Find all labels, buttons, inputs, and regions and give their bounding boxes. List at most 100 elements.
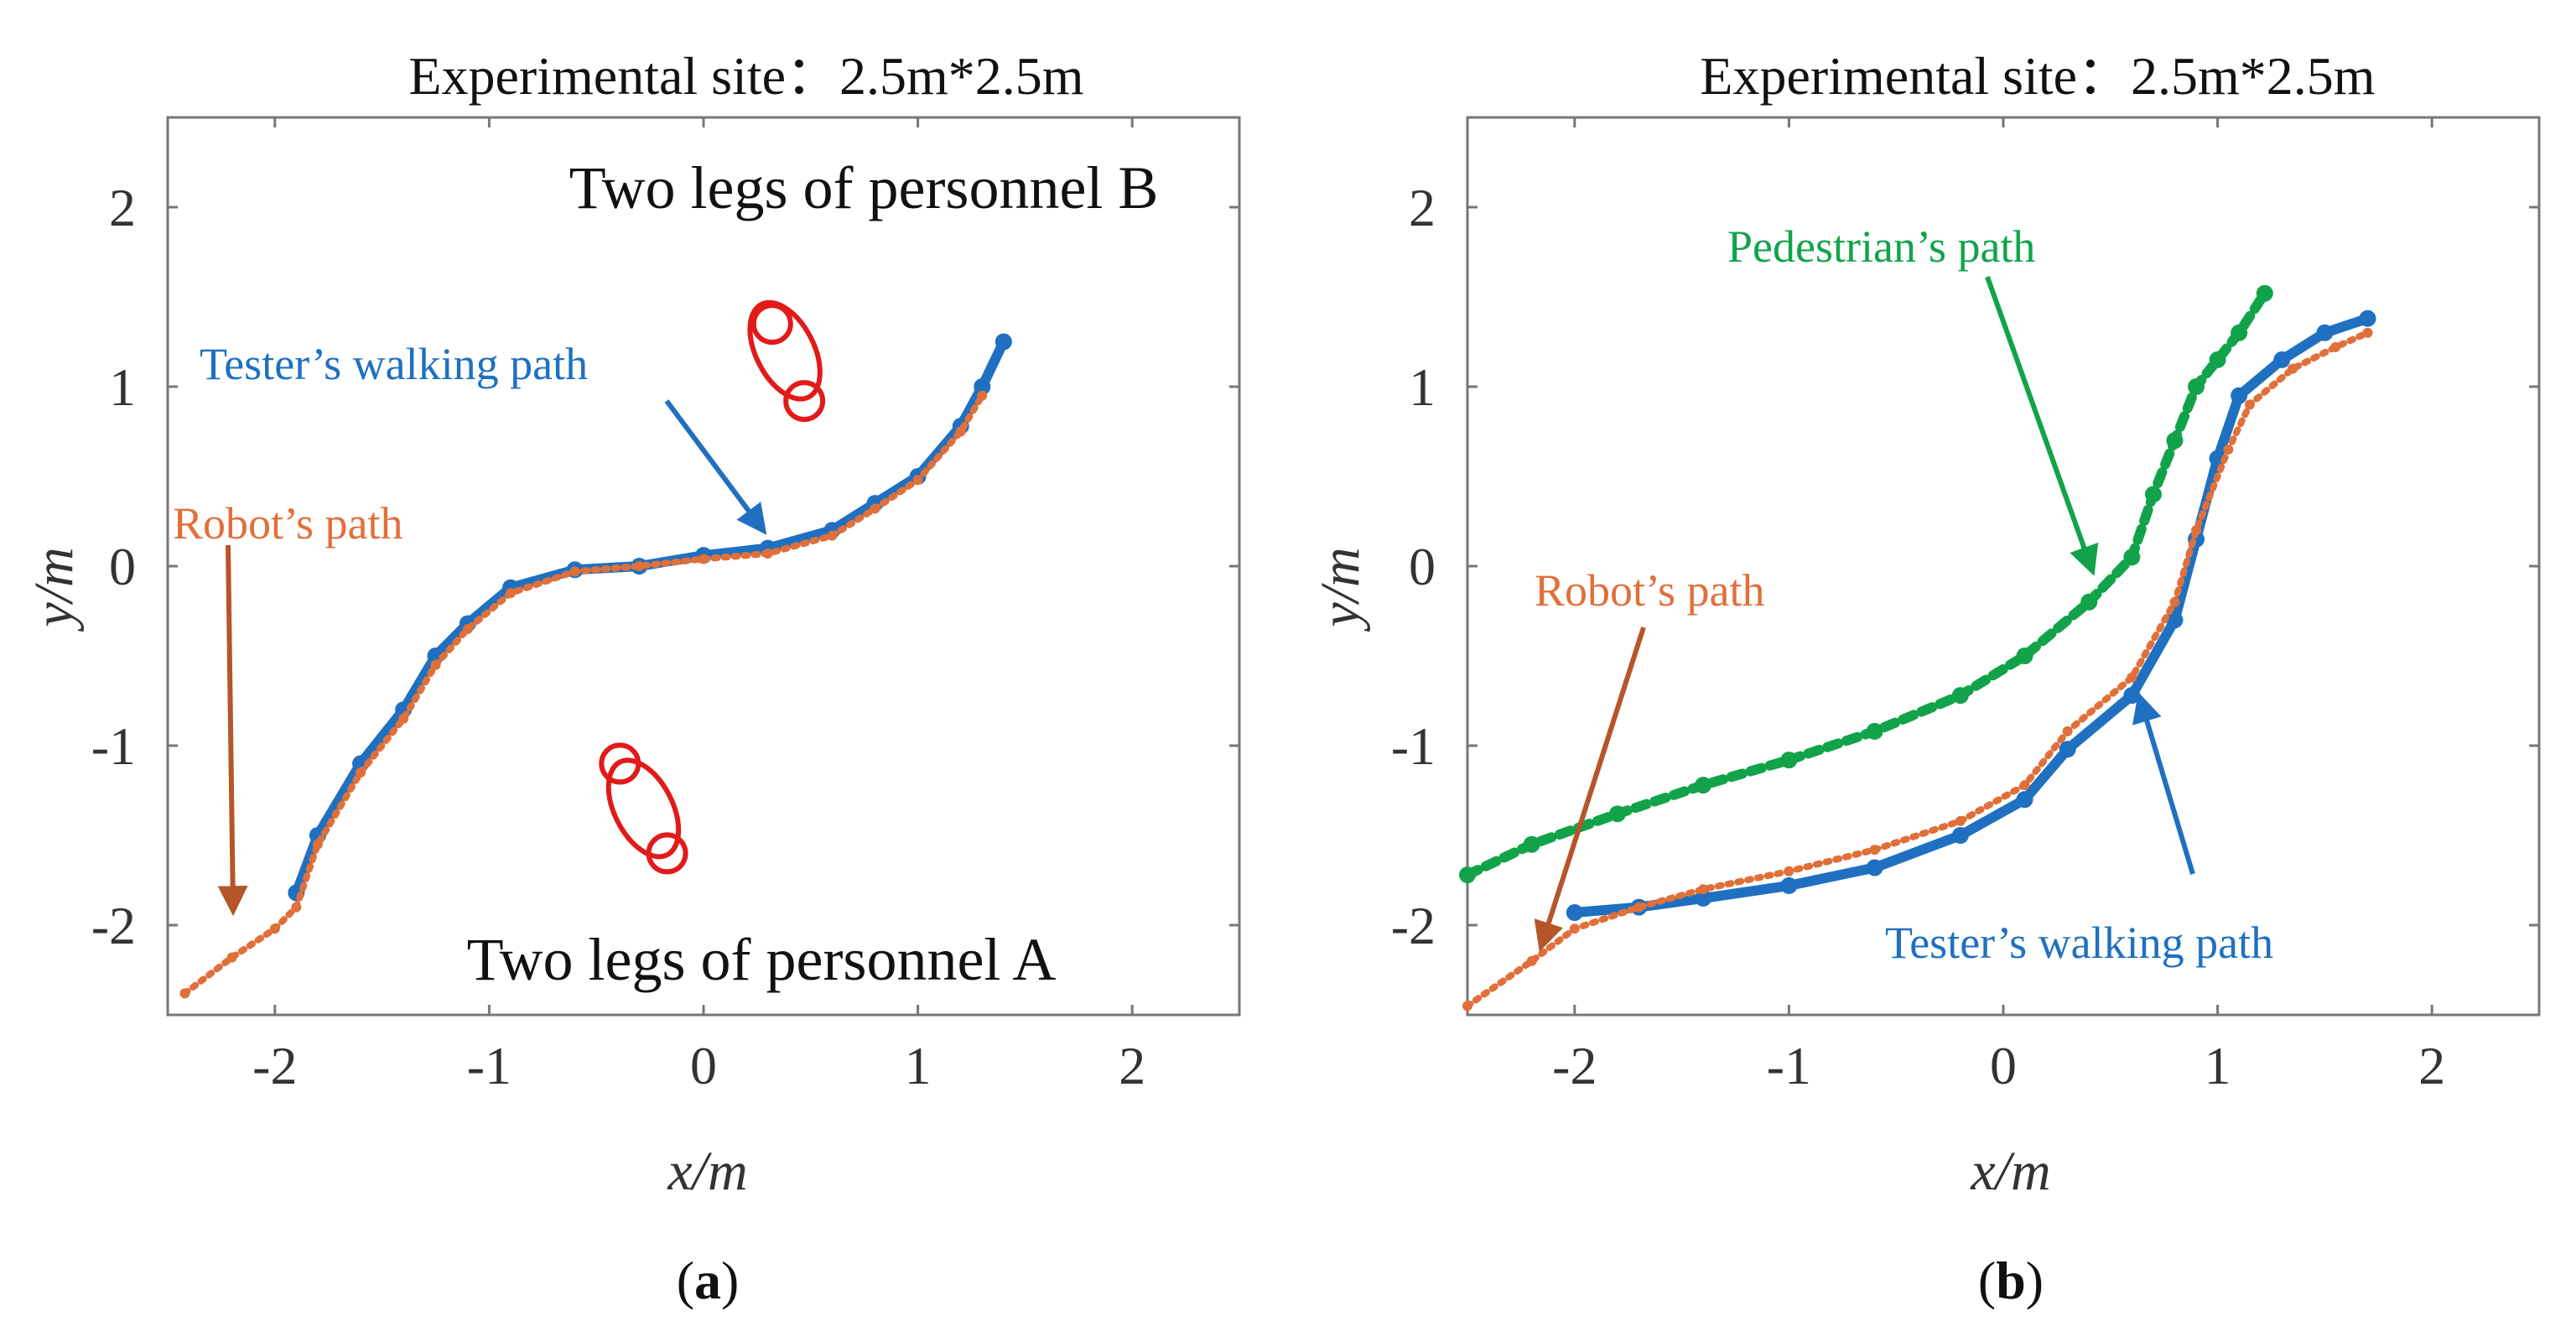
data-point xyxy=(1784,866,1794,876)
y-tick-label: 1 xyxy=(109,357,136,417)
data-point xyxy=(2169,596,2180,607)
y-tick-label: -2 xyxy=(1391,896,1436,955)
data-point xyxy=(955,426,966,437)
data-point xyxy=(1523,835,1540,853)
axes-a: -2 -1 0 1 2 -2 -1 0 1 2 xyxy=(91,117,1239,1095)
data-point xyxy=(1951,687,1969,705)
x-tick-label: 1 xyxy=(2205,1036,2231,1095)
series-robot-s-path xyxy=(1462,327,2373,1012)
annotation-tester-a: Tester’s walking path xyxy=(200,339,588,389)
y-tick-label: -1 xyxy=(1391,716,1436,776)
data-point xyxy=(2362,327,2373,338)
y-axis-label-a: y/m xyxy=(23,547,85,632)
y-tick-label: -2 xyxy=(91,896,136,955)
series-line xyxy=(1569,313,2373,918)
data-point xyxy=(2359,309,2376,327)
obstacle-ellipse-personnel-a xyxy=(605,757,682,860)
data-point xyxy=(2062,726,2073,736)
data-point xyxy=(974,378,991,395)
data-point xyxy=(1780,752,1798,769)
data-point xyxy=(762,549,773,559)
annotation-personnel-a: Two legs of personnel A xyxy=(467,926,1057,993)
x-tick-label: -2 xyxy=(252,1036,297,1095)
arrow-robot-a xyxy=(217,544,248,917)
x-tick-label: 2 xyxy=(2418,1036,2445,1095)
data-point xyxy=(2288,363,2298,374)
annotation-pedestrian-b: Pedestrian’s path xyxy=(1727,221,2035,272)
data-point xyxy=(1526,955,1537,966)
data-point xyxy=(1951,827,1969,844)
annotation-tester-b: Tester’s walking path xyxy=(1885,918,2273,968)
x-tick-label: -2 xyxy=(1552,1036,1597,1095)
data-point xyxy=(1459,866,1476,884)
data-point xyxy=(1695,777,1712,794)
data-point xyxy=(2123,687,2141,705)
data-point xyxy=(995,333,1012,351)
chart-title-a: Experimental site：2.5m*2.5m xyxy=(408,46,1083,106)
leg-circle xyxy=(599,742,641,785)
data-point xyxy=(2209,351,2226,368)
series-tester-s-walking-path xyxy=(1566,309,2376,922)
data-point xyxy=(699,554,709,564)
data-point xyxy=(2231,324,2248,341)
series-line xyxy=(1464,329,2371,1010)
data-point xyxy=(1633,902,1644,913)
data-point xyxy=(226,952,237,963)
series-line xyxy=(1462,288,2270,881)
chart-title-b: Experimental site：2.5m*2.5m xyxy=(1700,46,2375,106)
leg-circle xyxy=(646,832,688,875)
data-point xyxy=(269,923,280,934)
annotation-robot-a: Robot’s path xyxy=(173,498,403,549)
data-point xyxy=(179,988,190,999)
chart-panel-b: Experimental site：2.5m*2.5m -2 -1 0 1 2 -2 -1 0… xyxy=(1310,46,2541,1310)
data-point xyxy=(1566,904,1583,922)
data-point xyxy=(2127,672,2137,683)
series-a xyxy=(179,333,1012,999)
x-tick-label: -1 xyxy=(1767,1036,1811,1095)
axes-b: -2 -1 0 1 2 -2 -1 0 1 2 xyxy=(1391,117,2539,1095)
data-point xyxy=(870,503,880,514)
data-point xyxy=(356,767,366,778)
data-point xyxy=(1955,815,1966,826)
x-tick-label: 1 xyxy=(905,1036,932,1095)
data-point xyxy=(1866,859,1883,876)
data-point xyxy=(2166,432,2184,450)
data-point xyxy=(827,530,838,541)
x-tick-label: 0 xyxy=(1990,1036,2017,1095)
panel-label-b: (b) xyxy=(1978,1251,2044,1310)
obstacles-a xyxy=(599,299,826,875)
y-axis-label-b: y/m xyxy=(1310,547,1371,632)
data-point xyxy=(1608,805,1626,823)
data-point xyxy=(2330,341,2341,352)
data-point xyxy=(2273,351,2291,368)
data-point xyxy=(2123,549,2141,566)
series-b xyxy=(1459,284,2376,1012)
data-point xyxy=(634,561,645,571)
data-point xyxy=(312,839,323,850)
data-point xyxy=(569,566,580,577)
x-axis-label-a: x/m xyxy=(667,1141,747,1202)
y-tick-label: 2 xyxy=(109,178,136,237)
y-tick-label: -1 xyxy=(91,716,136,776)
data-point xyxy=(2244,399,2255,410)
series-line xyxy=(291,336,1009,898)
arrow-pedestrian-b xyxy=(1985,275,2099,576)
data-point xyxy=(1780,876,1798,894)
series-tester-s-walking-path xyxy=(288,333,1012,902)
data-point xyxy=(1698,884,1709,895)
leg-circle xyxy=(783,380,826,423)
annotation-personnel-b: Two legs of personnel B xyxy=(569,154,1159,221)
panel-label-a: (a) xyxy=(677,1251,740,1310)
arrow-tester-b xyxy=(2132,692,2195,875)
x-tick-label: 2 xyxy=(1119,1036,1145,1095)
data-point xyxy=(1695,889,1712,907)
data-point xyxy=(1462,1001,1472,1012)
data-point xyxy=(2231,387,2248,404)
data-point xyxy=(2256,284,2273,302)
chart-panel-a: Experimental site：2.5m*2.5m -2 -1 0 1 2 -2 -1 0… xyxy=(23,46,1241,1310)
data-point xyxy=(2223,444,2234,455)
data-point xyxy=(2188,378,2205,395)
y-tick-label: 0 xyxy=(1409,537,1436,596)
data-point xyxy=(2166,611,2184,629)
